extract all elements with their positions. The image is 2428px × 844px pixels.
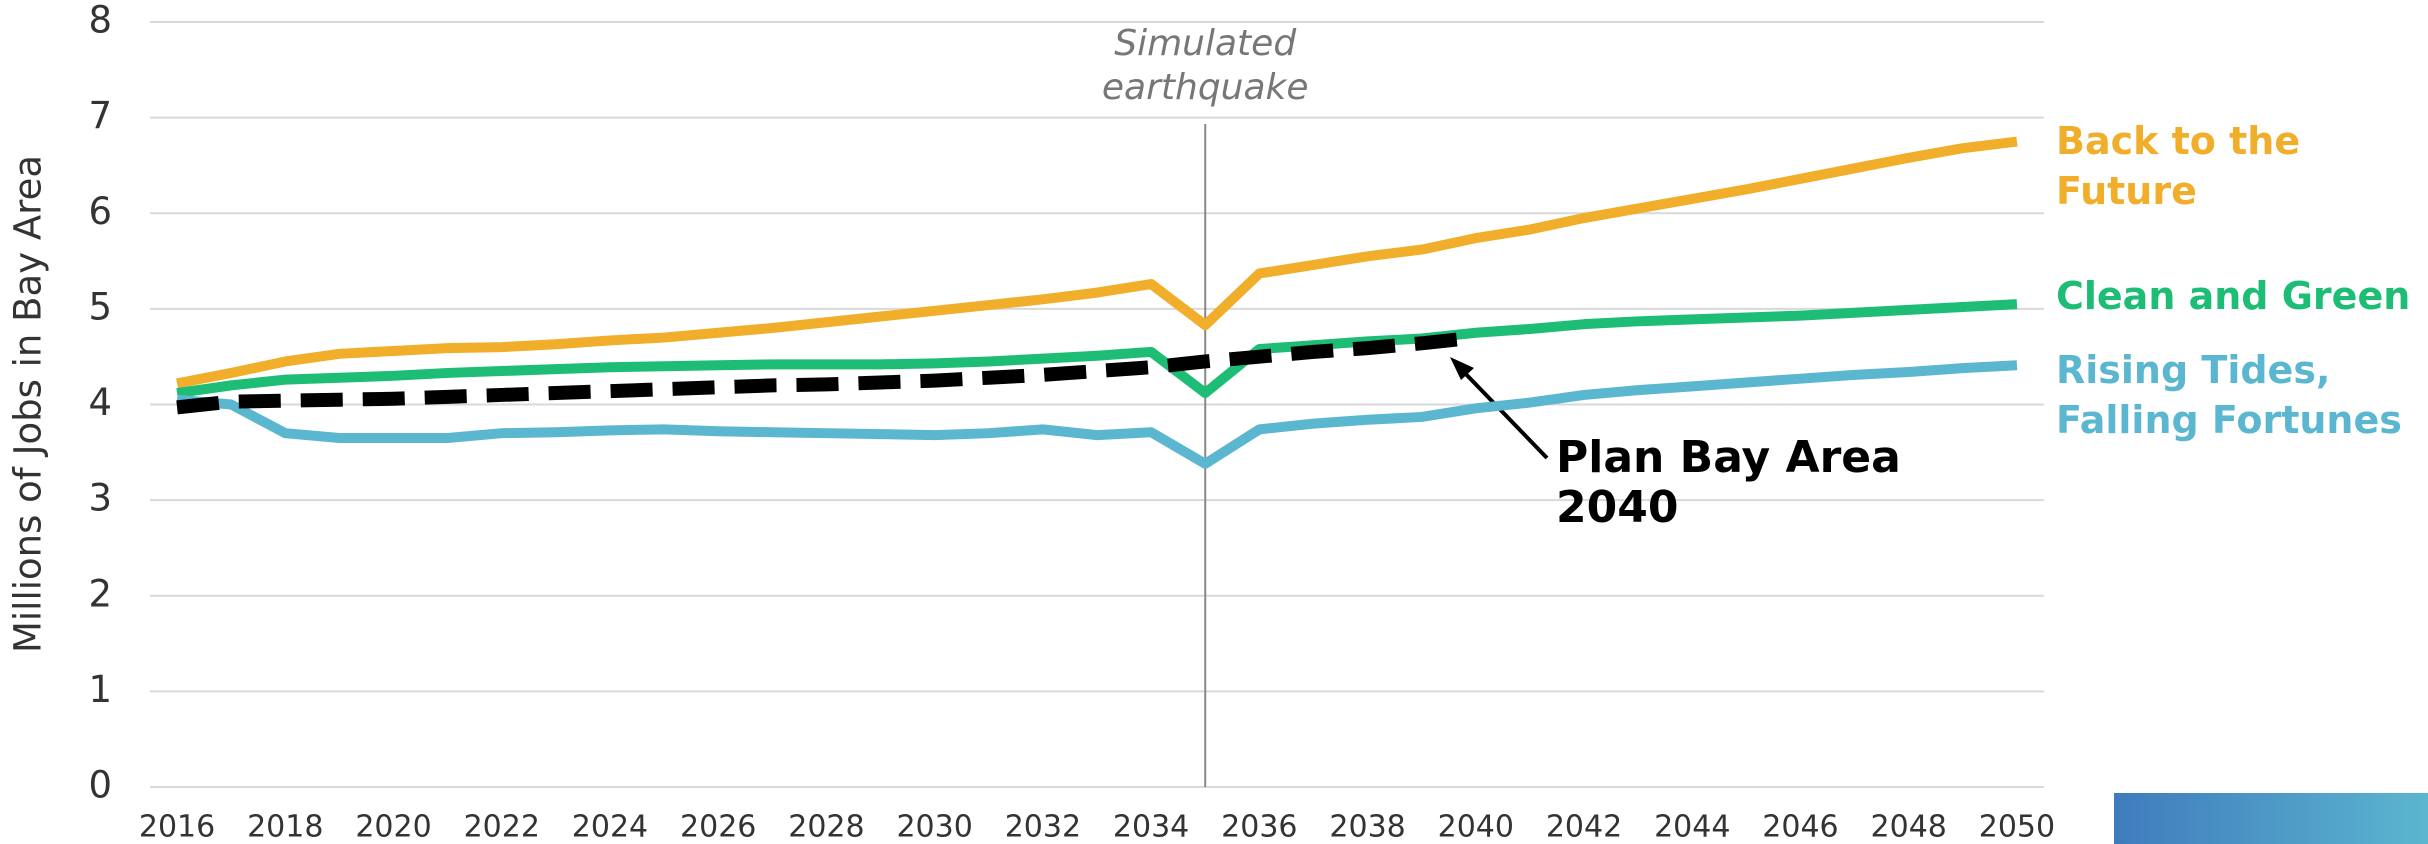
x-tick-label: 2034 [1113, 810, 1189, 844]
y-tick-label: 3 [88, 477, 112, 520]
x-tick-label: 2026 [680, 810, 756, 844]
series-label: Rising Tides, Falling Fortunes [2056, 348, 2402, 442]
y-tick-label: 4 [88, 381, 112, 424]
x-tick-label: 2018 [247, 810, 323, 844]
annotation-text: Simulated earthquake [1101, 23, 1309, 108]
series-line [176, 136, 2018, 389]
series-line [176, 360, 2018, 469]
x-tick-label: 2046 [1762, 810, 1838, 844]
x-tick-label: 2050 [1979, 810, 2055, 844]
x-tick-label: 2016 [139, 810, 215, 844]
x-tick-label: 2038 [1329, 810, 1405, 844]
arrow-head [1450, 357, 1474, 380]
y-tick-label: 5 [88, 285, 112, 328]
series-line [176, 299, 2018, 399]
decor-bar [2114, 793, 2428, 844]
y-tick-label: 8 [88, 0, 112, 42]
x-tick-label: 2044 [1654, 810, 1730, 844]
x-tick-label: 2042 [1546, 810, 1622, 844]
y-tick-label: 0 [88, 764, 112, 807]
y-tick-label: 6 [88, 190, 112, 233]
arrow [1458, 366, 1549, 460]
x-tick-label: 2040 [1438, 810, 1514, 844]
y-tick-label: 1 [88, 668, 112, 711]
y-tick-label: 2 [88, 572, 112, 615]
x-tick-label: 2022 [464, 810, 540, 844]
x-tick-label: 2048 [1871, 810, 1947, 844]
series-label: Clean and Green [2056, 274, 2411, 318]
x-tick-label: 2036 [1221, 810, 1297, 844]
x-tick-label: 2028 [788, 810, 864, 844]
x-tick-label: 2024 [572, 810, 648, 844]
y-axis-label: Millions of Jobs in Bay Area [7, 155, 50, 653]
series-line [176, 330, 1477, 415]
series-label: Plan Bay Area 2040 [1556, 432, 1901, 533]
x-tick-label: 2032 [1005, 810, 1081, 844]
y-tick-label: 7 [88, 94, 112, 137]
series-label: Back to the Future [2056, 119, 2301, 213]
x-tick-label: 2020 [355, 810, 431, 844]
x-tick-label: 2030 [896, 810, 972, 844]
